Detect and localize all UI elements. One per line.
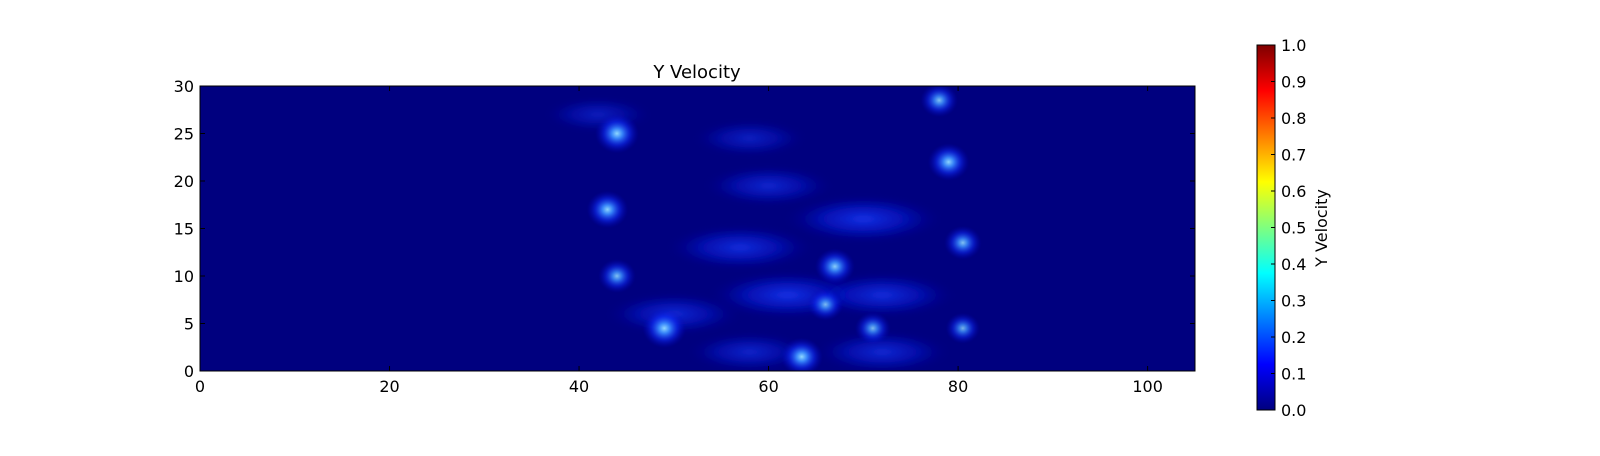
colorbar-tick-label: 0.6 — [1281, 182, 1306, 201]
plume-region — [666, 225, 814, 270]
x-tick-label: 40 — [569, 377, 589, 396]
colorbar-tick-label: 0.8 — [1281, 109, 1306, 128]
heatmap-area — [199, 85, 1196, 372]
x-tick-label: 100 — [1132, 377, 1163, 396]
velocity-hotspot — [854, 312, 891, 345]
velocity-hotspot — [642, 308, 687, 349]
y-tick-label: 0 — [184, 362, 194, 381]
colorbar-label: Y Velocity — [1312, 189, 1331, 268]
velocity-hotspot — [586, 190, 629, 229]
colorbar-tick-label: 0.9 — [1281, 73, 1306, 92]
y-tick-label: 10 — [174, 267, 194, 286]
y-tick-label: 20 — [174, 172, 194, 191]
x-tick-label: 80 — [948, 377, 968, 396]
colorbar-tick-label: 0.1 — [1281, 365, 1306, 384]
velocity-hotspot — [780, 337, 823, 371]
x-tick-label: 0 — [195, 377, 205, 396]
y-tick-label: 25 — [174, 125, 194, 144]
y-tick-label: 15 — [174, 220, 194, 239]
velocity-hotspot — [944, 225, 982, 260]
velocity-hotspot — [814, 248, 855, 285]
plume-region — [814, 331, 951, 371]
velocity-hotspot — [920, 86, 958, 118]
plume-region — [703, 165, 834, 207]
x-axis: 0 20 40 60 80 100 — [195, 86, 1163, 396]
velocity-hotspot — [807, 288, 844, 321]
y-tick-label: 30 — [174, 77, 194, 96]
plume-region — [692, 120, 807, 157]
y-axis: 0 5 10 15 20 25 30 — [174, 77, 1195, 381]
colorbar-tick-label: 1.0 — [1281, 36, 1306, 55]
chart-title: Y Velocity — [652, 62, 741, 83]
colorbar-tick-label: 0.7 — [1281, 146, 1306, 165]
plume-region — [784, 195, 943, 243]
colorbar-tick-label: 0.2 — [1281, 328, 1306, 347]
x-tick-label: 60 — [758, 377, 778, 396]
x-tick-label: 20 — [379, 377, 399, 396]
colorbar: 0.0 0.1 0.2 0.3 0.4 0.5 0.6 0.7 0.8 0.9 1.0 Y Velo… — [1256, 36, 1331, 420]
velocity-hotspot — [598, 259, 636, 293]
plume-region — [687, 332, 813, 371]
velocity-hotspot — [594, 113, 639, 154]
colorbar-tick-label: 0.5 — [1281, 219, 1306, 238]
plume-region — [808, 272, 956, 318]
velocity-hotspot — [927, 143, 970, 181]
colorbar-tick-label: 0.0 — [1281, 401, 1306, 420]
colorbar-tick-label: 0.3 — [1281, 292, 1306, 311]
velocity-hotspot — [945, 312, 981, 344]
y-tick-label: 5 — [184, 315, 194, 334]
colorbar-tick-label: 0.4 — [1281, 255, 1306, 274]
